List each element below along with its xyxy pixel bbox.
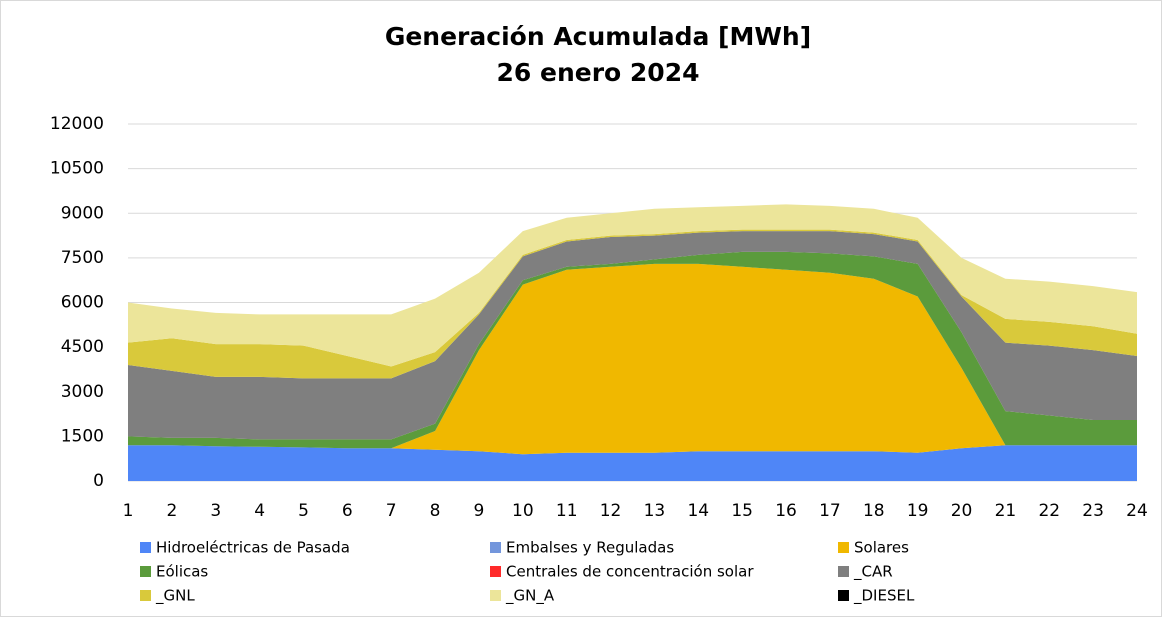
legend-swatch [140, 566, 151, 577]
x-tick-label: 5 [298, 501, 309, 521]
legend-label: Eólicas [156, 563, 208, 581]
x-tick-label: 22 [1038, 501, 1060, 521]
x-tick-label: 9 [474, 501, 485, 521]
legend-swatch [490, 566, 501, 577]
x-tick-label: 1 [123, 501, 134, 521]
legend-swatch [838, 542, 849, 553]
chart-subtitle: 26 enero 2024 [497, 58, 700, 87]
area [128, 445, 1137, 481]
x-tick-label: 14 [687, 501, 709, 521]
x-tick-label: 24 [1126, 501, 1148, 521]
x-tick-label: 8 [430, 501, 441, 521]
y-tick-label: 9000 [61, 203, 104, 223]
x-tick-label: 4 [254, 501, 265, 521]
x-tick-label: 23 [1082, 501, 1104, 521]
x-tick-label: 11 [556, 501, 578, 521]
y-tick-label: 10500 [50, 159, 104, 179]
x-tick-label: 18 [863, 501, 885, 521]
x-tick-label: 2 [166, 501, 177, 521]
area [128, 204, 1137, 367]
x-tick-label: 16 [775, 501, 797, 521]
legend-swatch [838, 566, 849, 577]
x-tick-label: 12 [600, 501, 622, 521]
x-tick-label: 13 [644, 501, 666, 521]
legend-label: Embalses y Reguladas [506, 539, 674, 557]
chart-title: Generación Acumulada [MWh] [385, 22, 811, 51]
legend-label: _CAR [853, 563, 893, 582]
legend-swatch [838, 590, 849, 601]
legend-swatch [490, 590, 501, 601]
area [128, 229, 1137, 379]
legend-swatch [140, 542, 151, 553]
y-tick-label: 12000 [50, 114, 104, 134]
x-tick-label: 6 [342, 501, 353, 521]
x-tick-label: 19 [907, 501, 929, 521]
x-tick-label: 21 [995, 501, 1017, 521]
x-tick-label: 15 [731, 501, 753, 521]
legend-label: _GN_A [505, 587, 555, 606]
x-tick-label: 17 [819, 501, 841, 521]
legend-label: Solares [854, 539, 909, 557]
x-tick-label: 3 [210, 501, 221, 521]
x-tick-label: 7 [386, 501, 397, 521]
y-tick-label: 1500 [61, 426, 104, 446]
legend-label: Centrales de concentración solar [506, 563, 754, 581]
legend-swatch [490, 542, 501, 553]
area [128, 263, 1137, 455]
area [128, 251, 1137, 449]
y-tick-label: 7500 [61, 248, 104, 268]
y-tick-label: 4500 [61, 337, 104, 357]
legend-label: Hidroeléctricas de Pasada [156, 539, 350, 557]
x-tick-label: 10 [512, 501, 534, 521]
y-tick-label: 6000 [61, 293, 104, 313]
area [128, 231, 1137, 440]
y-tick-label: 3000 [61, 382, 104, 402]
x-tick-label: 20 [951, 501, 973, 521]
legend-label: _DIESEL [853, 587, 915, 606]
y-tick-label: 0 [93, 471, 104, 491]
legend-label: _GNL [155, 587, 195, 606]
legend-swatch [140, 590, 151, 601]
